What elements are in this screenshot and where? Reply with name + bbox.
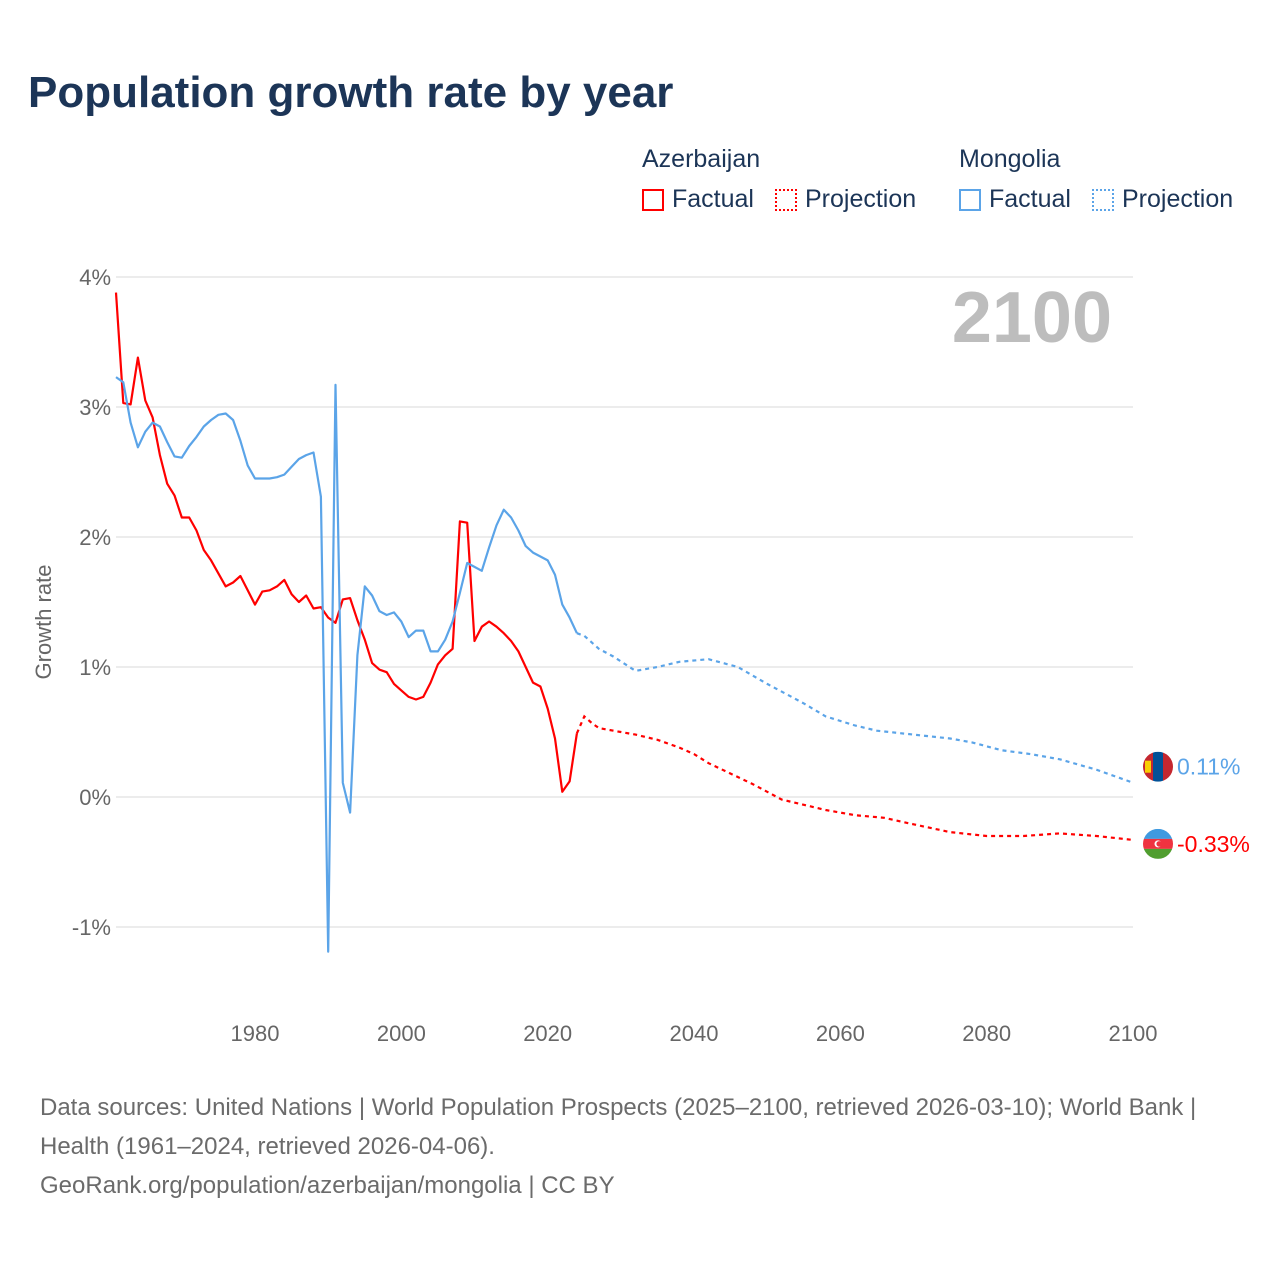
- legend-mongolia-factual[interactable]: Factual: [959, 185, 1071, 214]
- solid-swatch-icon: [642, 188, 664, 211]
- x-tick-label: 2000: [377, 1021, 426, 1046]
- year-overlay: 2100: [952, 278, 1112, 358]
- legend-label: Factual: [672, 185, 754, 213]
- y-tick-label: 2%: [79, 525, 111, 550]
- y-axis-label: Growth rate: [31, 565, 56, 680]
- legend-azerbaijan-projection[interactable]: Projection: [775, 185, 916, 214]
- x-tick-label: 2020: [523, 1021, 572, 1046]
- y-tick-label: 0%: [79, 785, 111, 810]
- x-tick-label: 2060: [816, 1021, 865, 1046]
- data-sources: Data sources: United Nations | World Pop…: [40, 1094, 1197, 1160]
- mongolia-projection-line: [576, 632, 1134, 784]
- mongolia-flag-icon: [1143, 751, 1173, 782]
- y-tick-label: 4%: [79, 265, 111, 290]
- dotted-swatch-icon: [775, 188, 797, 211]
- chart-title: Population growth rate by year: [28, 68, 674, 117]
- legend-azerbaijan-factual[interactable]: Factual: [642, 185, 754, 214]
- y-tick-label: 1%: [79, 655, 111, 680]
- x-tick-label: 2040: [670, 1021, 719, 1046]
- legend-mongolia-heading: Mongolia: [959, 145, 1061, 173]
- azerbaijan-projection-line: [575, 714, 1134, 841]
- dotted-swatch-icon: [1092, 188, 1114, 211]
- x-tick-label: 1980: [231, 1021, 280, 1046]
- mongolia-factual-line: [115, 376, 578, 953]
- x-tick-label: 2080: [962, 1021, 1011, 1046]
- line-chart: 4% 3% 2% 1% 0% -1% 1980 2000 2020 2040 2060 2080 210…: [31, 265, 1250, 1046]
- azerbaijan-end-label: -0.33%: [1177, 831, 1250, 857]
- legend-label: Projection: [1122, 185, 1234, 213]
- footer: Data sources: United Nations | World Pop…: [40, 1088, 1240, 1205]
- x-tick-label: 2100: [1109, 1021, 1158, 1046]
- source-link[interactable]: GeoRank.org/population/azerbaijan/mongol…: [40, 1172, 615, 1199]
- legend-azerbaijan-heading: Azerbaijan: [642, 145, 761, 173]
- solid-swatch-icon: [959, 188, 981, 211]
- legend-label: Factual: [989, 185, 1071, 213]
- mongolia-end-label: 0.11%: [1177, 754, 1241, 780]
- y-tick-label: -1%: [72, 915, 111, 940]
- azerbaijan-flag-icon: [1143, 828, 1173, 859]
- legend-label: Projection: [805, 185, 917, 213]
- y-tick-label: 3%: [79, 395, 111, 420]
- azerbaijan-factual-line: [114, 292, 578, 793]
- legend-mongolia-projection[interactable]: Projection: [1092, 185, 1233, 214]
